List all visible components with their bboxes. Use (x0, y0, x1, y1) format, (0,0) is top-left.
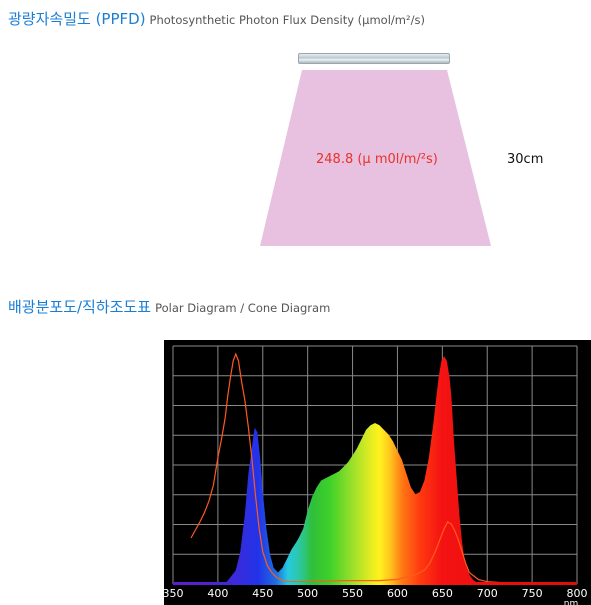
x-tick-label-800: 800 (567, 587, 588, 600)
x-tick-label-400: 400 (207, 587, 228, 600)
diagram-title-english: Polar Diagram / Cone Diagram (155, 301, 331, 315)
x-tick-label-550: 550 (342, 587, 363, 600)
x-tick-label-350: 350 (164, 587, 184, 600)
x-unit-label: nm (564, 599, 578, 605)
ppfd-section-title: 광량자속밀도 (PPFD) Photosynthetic Photon Flux … (8, 8, 425, 29)
x-tick-label-700: 700 (477, 587, 498, 600)
spectrum-line-series-1 (190, 352, 577, 585)
distance-label: 30cm (507, 152, 544, 167)
x-tick-label-450: 450 (252, 587, 273, 600)
x-tick-label-600: 600 (387, 587, 408, 600)
x-tick-label-650: 650 (432, 587, 453, 600)
ppfd-value: 248.8 (μ m0l/m/²s) (316, 152, 438, 167)
x-tick-label-750: 750 (522, 587, 543, 600)
ppfd-title-english: Photosynthetic Photon Flux Density (μmol… (149, 13, 425, 27)
light-cone (260, 70, 491, 246)
light-cone-shape (260, 70, 491, 246)
lamp-fixture-image (298, 53, 450, 64)
x-tick-label-500: 500 (297, 587, 318, 600)
spectrum-area-series-0 (173, 356, 577, 584)
wavelength-color-bar (173, 582, 577, 585)
diagram-section-title: 배광분포도/직하조도표 Polar Diagram / Cone Diagram (8, 296, 330, 317)
diagram-title-korean: 배광분포도/직하조도표 (8, 298, 152, 316)
ppfd-title-korean: 광량자속밀도 (PPFD) (8, 10, 146, 28)
